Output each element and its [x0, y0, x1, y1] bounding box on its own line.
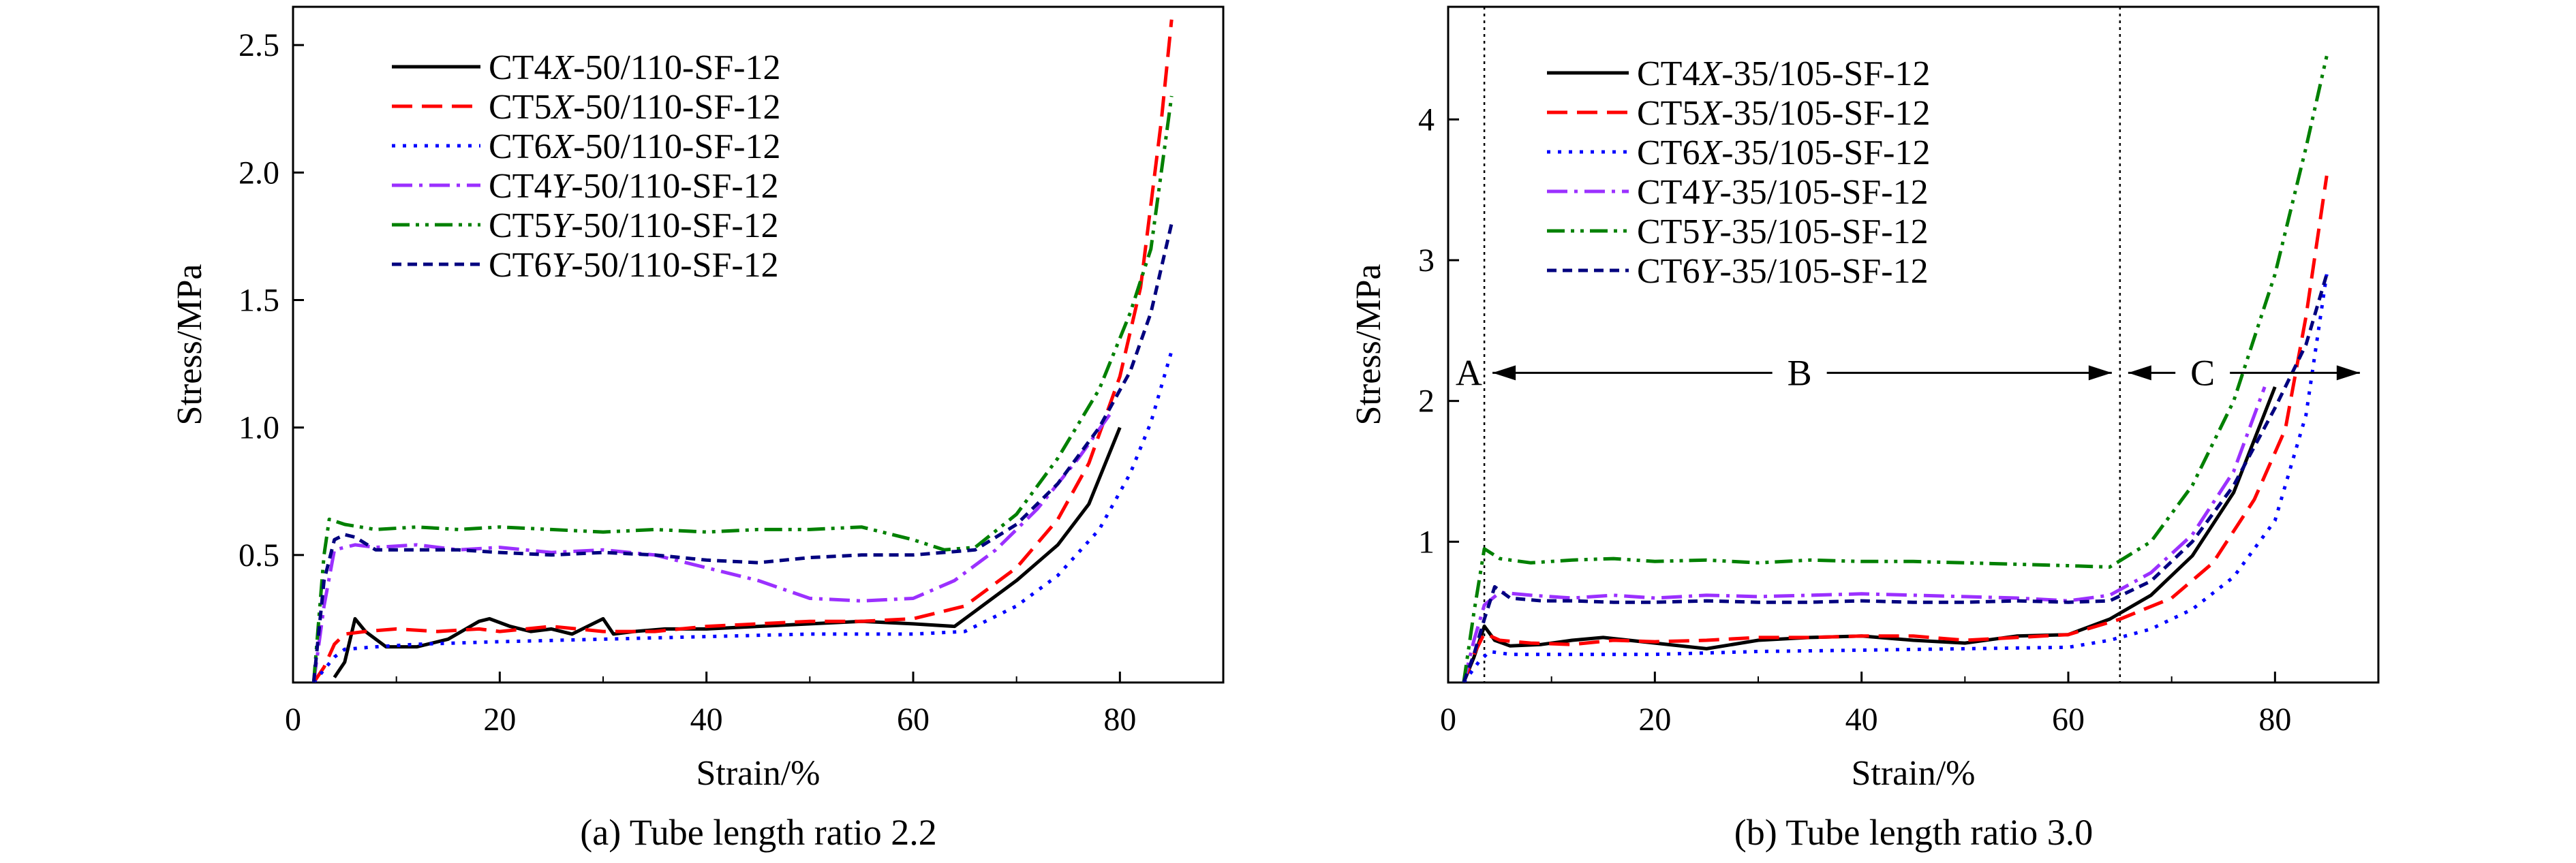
panel-b-series-line-ct5y-35-105-sf-12 — [1462, 55, 2329, 682]
panel-b-series-line-ct4y-35-105-sf-12 — [1462, 386, 2267, 682]
panel-b-x-tick-label: 40 — [1845, 702, 1878, 738]
panel-b-x-tick-label: 20 — [1638, 702, 1671, 738]
panel-a-y-tick-label: 1.5 — [239, 282, 279, 318]
panel-b-y-tick-label: 3 — [1418, 242, 1435, 279]
panel-a-legend-label: CT6X-50/110-SF-12 — [489, 127, 781, 166]
panel-a-legend-label: CT5Y-50/110-SF-12 — [489, 206, 779, 245]
panel-b-region-label: A — [1456, 352, 1482, 393]
panel-b-legend-label: CT5X-35/105-SF-12 — [1637, 94, 1930, 133]
panel-a-y-tick-label: 2.5 — [239, 27, 279, 63]
panel-a-y-tick-label: 2.0 — [239, 155, 279, 191]
panel-a-x-tick-label: 0 — [285, 702, 301, 738]
panel-a: 0 20 40 60 80 0.5 1.0 1.5 2.0 2.5 Strain/% Stress/M… — [170, 5, 1225, 853]
panel-a-series-line-ct5y-50-110-sf-12 — [311, 95, 1174, 682]
panel-b: 0 20 40 60 80 1 2 3 4 Strain/% Stress/MPa (b) Tube … — [1349, 5, 2380, 853]
panel-a-x-tick-label: 40 — [690, 702, 723, 738]
panel-b-legend-label: CT6X-35/105-SF-12 — [1637, 134, 1930, 172]
panel-a-legend-label: CT4Y-50/110-SF-12 — [489, 167, 779, 206]
panel-a-x-tick-label: 20 — [483, 702, 516, 738]
panel-b-series-line-ct6y-35-105-sf-12 — [1462, 273, 2329, 682]
panel-a-legend-label: CT5X-50/110-SF-12 — [489, 88, 781, 127]
panel-b-region-label: C — [2190, 352, 2215, 393]
panel-b-y-axis-title: Stress/MPa — [1349, 264, 1388, 426]
panel-b-region-arrowhead — [2088, 365, 2112, 381]
panel-a-caption: (a) Tube length ratio 2.2 — [580, 812, 936, 853]
panel-a-series-line-ct4x-50-110-sf-12 — [333, 426, 1122, 678]
panel-b-y-tick-label: 2 — [1418, 383, 1435, 420]
panel-a-y-tick-label: 1.0 — [239, 410, 279, 446]
panel-b-x-axis-title: Strain/% — [1852, 754, 1976, 793]
panel-b-caption: (b) Tube length ratio 3.0 — [1734, 812, 2093, 853]
panel-b-series-line-ct6x-35-105-sf-12 — [1462, 274, 2329, 682]
panel-a-x-tick-label: 80 — [1103, 702, 1136, 738]
panel-a-x-axis-title: Strain/% — [696, 754, 821, 793]
panel-b-legend-label: CT5Y-35/105-SF-12 — [1637, 213, 1929, 251]
panel-b-x-tick-label: 60 — [2052, 702, 2085, 738]
panel-b-y-tick-label: 1 — [1418, 524, 1435, 560]
panel-a-legend-label: CT6Y-50/110-SF-12 — [489, 246, 779, 285]
panel-b-region-arrowhead — [2336, 365, 2360, 381]
panel-a-x-tick-label: 60 — [897, 702, 930, 738]
panel-b-x-tick-label: 80 — [2258, 702, 2291, 738]
panel-b-legend-label: CT4Y-35/105-SF-12 — [1637, 173, 1929, 212]
panel-b-legend-label: CT6Y-35/105-SF-12 — [1637, 252, 1929, 291]
panel-a-series-line-ct6x-50-110-sf-12 — [312, 350, 1174, 682]
panel-b-region-arrowhead — [1492, 365, 1516, 381]
panel-b-series-line-ct5x-35-105-sf-12 — [1462, 175, 2329, 682]
panel-a-plot-frame — [292, 5, 1225, 684]
panel-b-y-tick-label: 4 — [1418, 101, 1435, 138]
panel-a-y-tick-label: 0.5 — [239, 537, 279, 574]
panel-b-legend-label: CT4X-35/105-SF-12 — [1637, 54, 1930, 93]
panel-b-region-label: B — [1788, 352, 1812, 393]
panel-b-region-arrowhead — [2128, 365, 2151, 381]
panel-a-y-axis-title: Stress/MPa — [170, 264, 209, 426]
panel-b-series-line-ct4x-35-105-sf-12 — [1462, 386, 2277, 682]
panel-a-series-line-ct5x-50-110-sf-12 — [312, 19, 1174, 682]
panel-b-plot-frame — [1447, 5, 2380, 684]
panel-b-x-tick-label: 0 — [1440, 702, 1456, 738]
panel-a-series-line-ct6y-50-110-sf-12 — [311, 223, 1174, 682]
panel-a-legend-label: CT4X-50/110-SF-12 — [489, 48, 781, 87]
